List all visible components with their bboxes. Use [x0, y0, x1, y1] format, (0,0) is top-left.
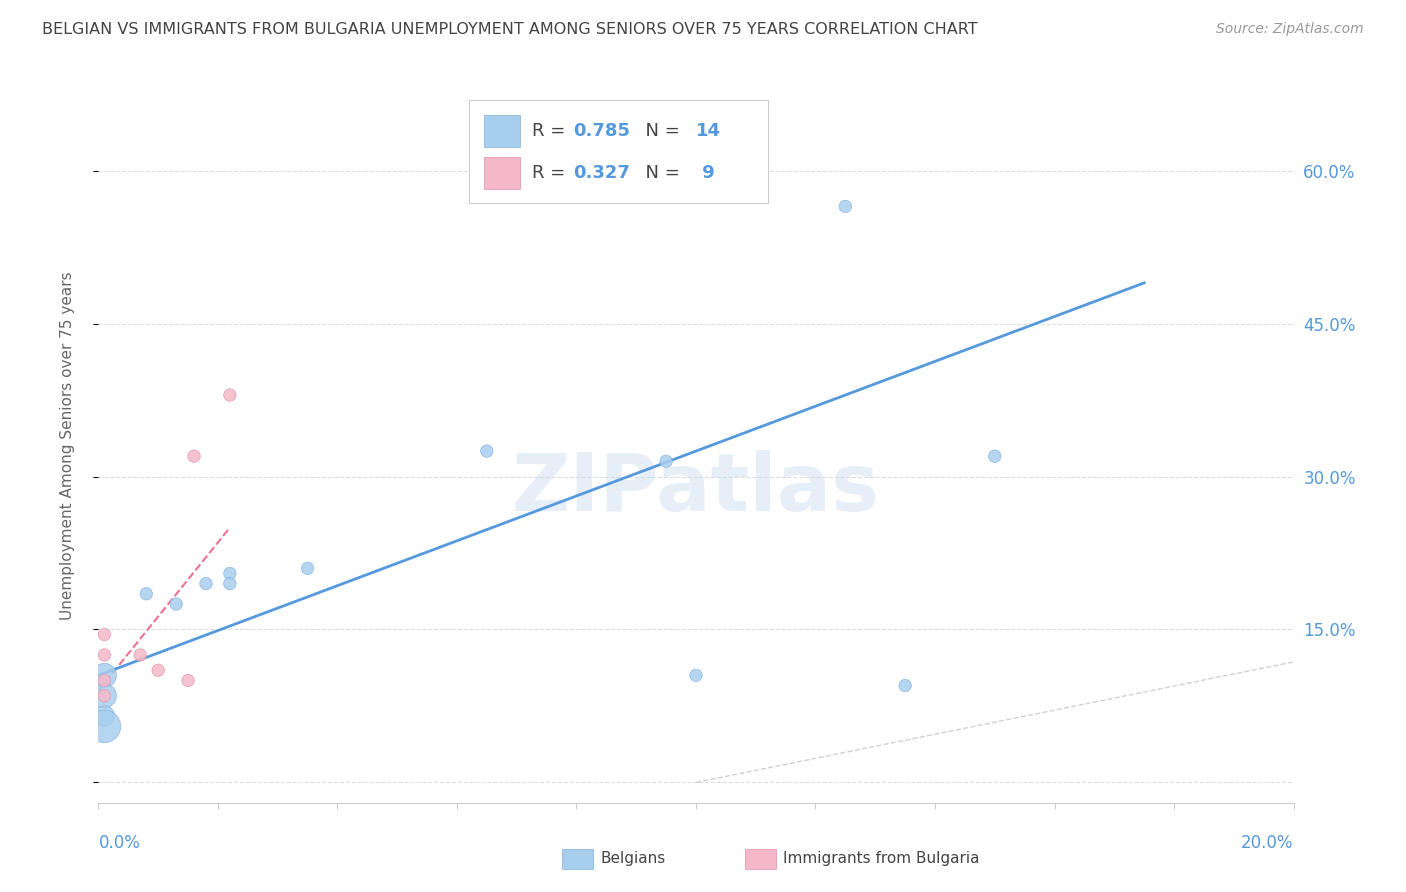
Point [219, 566, 242, 581]
Text: Immigrants from Bulgaria: Immigrants from Bulgaria [783, 851, 980, 865]
Text: N =: N = [634, 121, 685, 139]
Point [93, 673, 115, 688]
Point [219, 388, 242, 402]
Y-axis label: Unemployment Among Seniors over 75 years: Unemployment Among Seniors over 75 years [60, 272, 75, 620]
Text: 0.785: 0.785 [572, 121, 630, 139]
Point [135, 587, 157, 601]
Point [165, 597, 187, 611]
Point [93, 709, 115, 723]
Point [655, 454, 678, 468]
Point [93, 648, 115, 662]
FancyBboxPatch shape [485, 157, 520, 189]
Point [894, 679, 917, 693]
Point [183, 449, 205, 463]
Point [129, 648, 152, 662]
Point [475, 444, 498, 458]
Point [93, 689, 115, 703]
Text: 0.0%: 0.0% [98, 834, 141, 852]
Point [984, 449, 1007, 463]
Text: 0.327: 0.327 [572, 164, 630, 182]
Text: Belgians: Belgians [600, 851, 665, 865]
Point [93, 627, 115, 641]
Point [177, 673, 200, 688]
Text: 20.0%: 20.0% [1241, 834, 1294, 852]
Point [148, 663, 170, 677]
Point [834, 199, 856, 213]
Text: BELGIAN VS IMMIGRANTS FROM BULGARIA UNEMPLOYMENT AMONG SENIORS OVER 75 YEARS COR: BELGIAN VS IMMIGRANTS FROM BULGARIA UNEM… [42, 22, 977, 37]
Point [195, 576, 218, 591]
Text: R =: R = [533, 121, 571, 139]
Text: 14: 14 [696, 121, 721, 139]
Point [93, 689, 115, 703]
Text: R =: R = [533, 164, 571, 182]
Text: ZIPatlas: ZIPatlas [512, 450, 880, 528]
FancyBboxPatch shape [485, 114, 520, 146]
Point [219, 576, 242, 591]
FancyBboxPatch shape [470, 100, 768, 203]
Point [297, 561, 319, 575]
Text: 9: 9 [696, 164, 714, 182]
Text: N =: N = [634, 164, 685, 182]
Point [93, 668, 115, 682]
Point [93, 719, 115, 733]
Point [685, 668, 707, 682]
Text: Source: ZipAtlas.com: Source: ZipAtlas.com [1216, 22, 1364, 37]
